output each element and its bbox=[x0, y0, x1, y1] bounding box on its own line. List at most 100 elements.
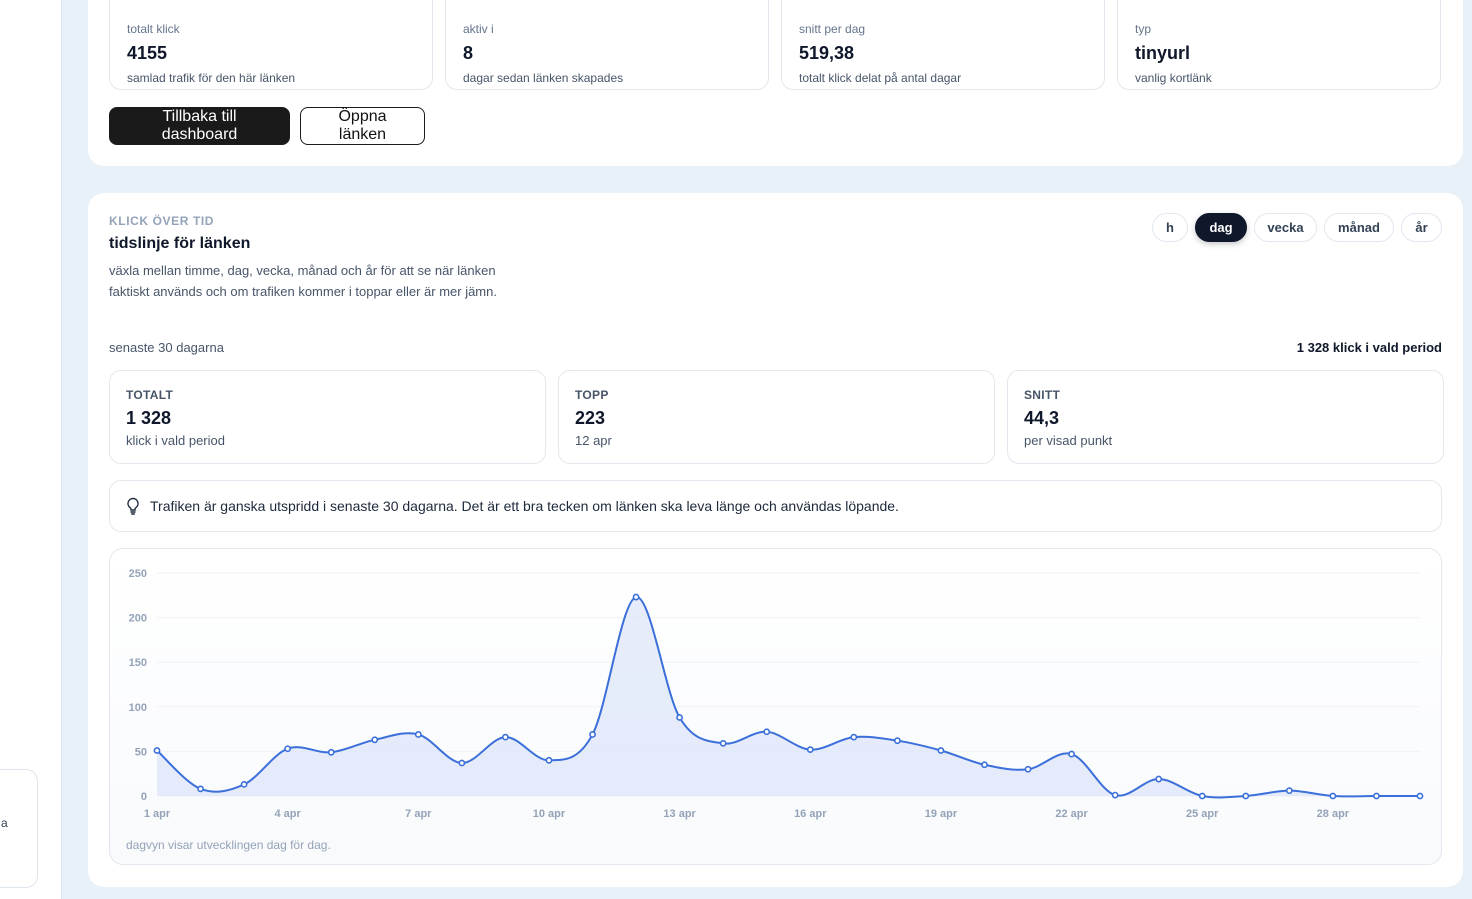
summary-cards: TOTALT 1 328 klick i vald period TOPP 22… bbox=[109, 370, 1444, 464]
clicks-chart: 0 50 100 150 200 250 1 apr 4 apr 7 apr 10 apr 13 a… bbox=[109, 548, 1442, 865]
stat-value: 519,38 bbox=[799, 43, 855, 63]
data-point bbox=[632, 593, 640, 601]
x-tick-label: 1 apr bbox=[144, 808, 171, 820]
stat-card-active-days: aktiv i 8 dagar sedan länken skapades bbox=[445, 0, 769, 90]
tab-year[interactable]: år bbox=[1401, 213, 1442, 242]
data-point bbox=[1068, 750, 1075, 758]
stat-value: 4155 bbox=[127, 43, 168, 63]
y-tick-label: 0 bbox=[141, 791, 147, 803]
tab-week[interactable]: vecka bbox=[1254, 213, 1317, 242]
stat-label: typ bbox=[1135, 22, 1152, 36]
insight-banner: Trafiken är ganska utspridd i senaste 30… bbox=[109, 480, 1442, 532]
period-total: 1 328 klick i vald period bbox=[1296, 340, 1442, 355]
section-title: tidslinje för länken bbox=[109, 235, 251, 252]
data-point bbox=[240, 781, 248, 788]
period-label: senaste 30 dagarna bbox=[109, 340, 224, 355]
insight-text: Trafiken är ganska utspridd i senaste 30… bbox=[150, 498, 899, 514]
data-point bbox=[545, 756, 553, 764]
x-tick-label: 22 apr bbox=[1055, 808, 1088, 820]
x-tick-label: 16 apr bbox=[794, 808, 827, 820]
stat-value: tinyurl bbox=[1135, 43, 1191, 63]
chart-footnote: dagvyn visar utvecklingen dag för dag. bbox=[126, 838, 331, 852]
summary-card-peak: TOPP 223 12 apr bbox=[558, 370, 995, 464]
stat-label: totalt klick bbox=[127, 22, 180, 36]
x-tick-label: 7 apr bbox=[405, 808, 432, 820]
data-point bbox=[893, 737, 901, 745]
data-point bbox=[371, 736, 379, 744]
data-point bbox=[1329, 792, 1337, 800]
data-point bbox=[284, 745, 292, 753]
stat-cards: totalt klick 4155 samlad trafik för den … bbox=[109, 0, 1441, 90]
data-point bbox=[1242, 792, 1250, 800]
open-link-button[interactable]: Öppna länken bbox=[300, 107, 425, 145]
data-point bbox=[502, 733, 509, 741]
stat-label: aktiv i bbox=[463, 22, 494, 36]
data-point bbox=[327, 748, 335, 756]
summary-value: 1 328 bbox=[126, 408, 172, 428]
tab-day[interactable]: dag bbox=[1195, 213, 1247, 242]
data-point bbox=[1155, 775, 1163, 783]
x-tick-label: 25 apr bbox=[1186, 808, 1219, 820]
back-to-dashboard-button[interactable]: Tillbaka till dashboard bbox=[109, 107, 290, 145]
stat-label: snitt per dag bbox=[799, 22, 866, 36]
tab-month[interactable]: månad bbox=[1324, 213, 1394, 242]
chart-svg: 0 50 100 150 200 250 1 apr 4 apr 7 apr 10 apr 13 a… bbox=[129, 568, 1424, 820]
x-tick-label: 19 apr bbox=[925, 808, 958, 820]
summary-desc: per visad punkt bbox=[1024, 433, 1113, 448]
x-tick-label: 4 apr bbox=[275, 808, 302, 820]
data-point bbox=[981, 761, 988, 769]
stat-desc: totalt klick delat på antal dagar bbox=[799, 71, 962, 85]
section-description: växla mellan timme, dag, vecka, månad oc… bbox=[109, 263, 497, 299]
stat-desc: samlad trafik för den här länken bbox=[127, 71, 296, 85]
data-point bbox=[153, 747, 161, 754]
stat-value: 8 bbox=[463, 43, 474, 63]
x-tick-label: 10 apr bbox=[533, 808, 566, 820]
summary-card-average: SNITT 44,3 per visad punkt bbox=[1007, 370, 1444, 464]
section-eyebrow: KLICK ÖVER TID bbox=[109, 214, 215, 228]
data-point bbox=[1024, 765, 1032, 773]
lightbulb-icon bbox=[126, 497, 140, 515]
data-point bbox=[1373, 792, 1380, 800]
sidebar-card-text: a bbox=[1, 816, 8, 830]
y-tick-label: 200 bbox=[129, 613, 147, 625]
link-overview-panel: totalt klick 4155 samlad trafik för den … bbox=[88, 0, 1463, 166]
summary-value: 223 bbox=[575, 408, 606, 428]
stat-card-avg-per-day: snitt per dag 519,38 totalt klick delat … bbox=[781, 0, 1105, 90]
stat-card-total-clicks: totalt klick 4155 samlad trafik för den … bbox=[109, 0, 433, 90]
stat-card-type: typ tinyurl vanlig kortlänk bbox=[1117, 0, 1441, 90]
summary-desc: 12 apr bbox=[575, 433, 612, 448]
sidebar-card[interactable]: a bbox=[0, 769, 38, 888]
summary-label: TOTALT bbox=[126, 388, 174, 402]
data-point bbox=[676, 714, 684, 721]
data-point bbox=[1198, 792, 1206, 800]
data-point bbox=[1285, 787, 1293, 795]
summary-card-total: TOTALT 1 328 klick i vald period bbox=[109, 370, 546, 464]
data-point bbox=[589, 731, 596, 738]
period-tabs: h dag vecka månad år bbox=[1152, 213, 1442, 242]
data-point bbox=[719, 739, 727, 747]
summary-value: 44,3 bbox=[1024, 408, 1060, 428]
data-point bbox=[197, 785, 204, 793]
data-point bbox=[806, 746, 814, 754]
stat-desc: dagar sedan länken skapades bbox=[463, 71, 624, 85]
y-tick-label: 150 bbox=[129, 657, 147, 669]
series-area bbox=[157, 597, 1420, 798]
data-point bbox=[763, 728, 771, 736]
y-tick-label: 100 bbox=[129, 702, 147, 714]
x-tick-label: 13 apr bbox=[663, 808, 696, 820]
stat-desc: vanlig kortlänk bbox=[1135, 71, 1212, 85]
tab-hour[interactable]: h bbox=[1152, 213, 1188, 242]
summary-label: SNITT bbox=[1024, 388, 1061, 402]
summary-label: TOPP bbox=[575, 388, 609, 402]
data-point bbox=[458, 759, 466, 767]
data-point bbox=[414, 731, 422, 738]
summary-desc: klick i vald period bbox=[126, 433, 225, 448]
x-tick-label: 28 apr bbox=[1317, 808, 1350, 820]
data-point bbox=[1111, 791, 1119, 799]
data-point bbox=[937, 747, 945, 754]
y-tick-label: 50 bbox=[135, 746, 147, 758]
clicks-over-time-panel: KLICK ÖVER TID tidslinje för länken växl… bbox=[88, 193, 1463, 887]
y-tick-label: 250 bbox=[129, 568, 147, 580]
data-point bbox=[850, 733, 858, 741]
sidebar: a bbox=[0, 0, 62, 899]
